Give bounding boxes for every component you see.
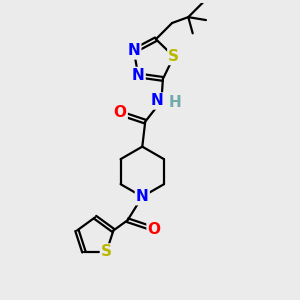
Text: N: N <box>136 189 149 204</box>
Text: O: O <box>114 105 127 120</box>
Text: O: O <box>148 222 160 237</box>
Text: N: N <box>151 94 164 109</box>
Text: N: N <box>132 68 145 83</box>
Text: S: S <box>101 244 112 260</box>
Text: N: N <box>128 44 140 59</box>
Text: H: H <box>168 95 181 110</box>
Text: S: S <box>168 49 179 64</box>
